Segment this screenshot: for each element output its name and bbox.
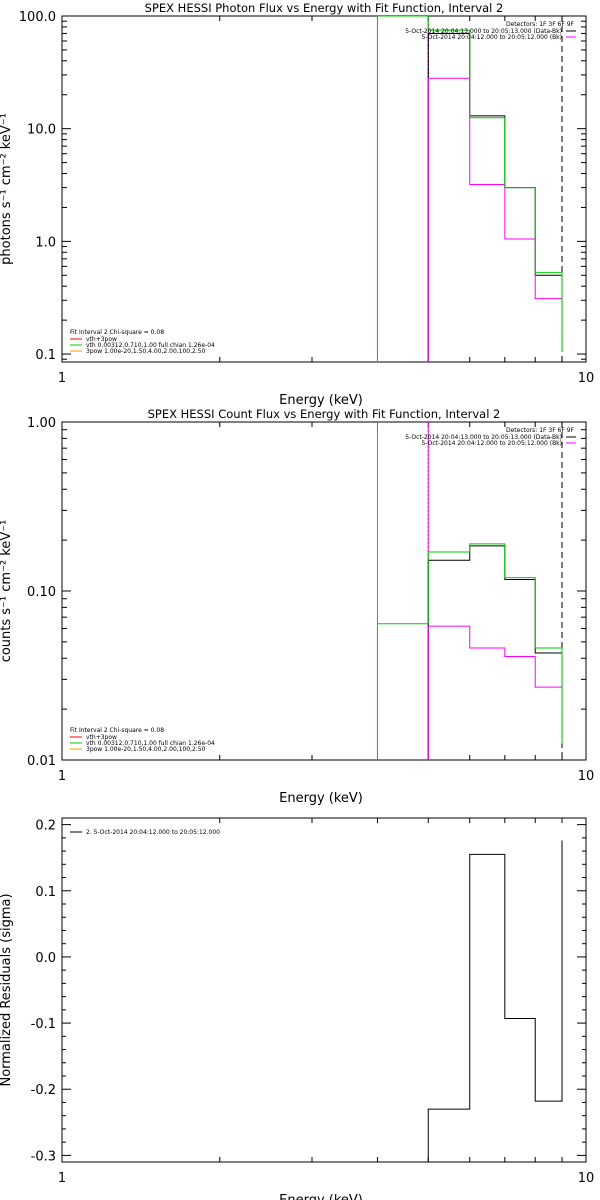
legend-item: 5-Oct-2014 20:04:13.000 to 20:05:13.000 … [405,28,562,35]
series-step-line [427,840,563,1162]
chart-title: SPEX HESSI Photon Flux vs Energy with Fi… [145,1,504,15]
legend-item: vth 0.00312,0.710,1.00 full chian 1.26e-… [86,740,215,747]
legend-item: vth 0.00312,0.710,1.00 full chian 1.26e-… [86,342,215,349]
legend-item: 5-Oct-2014 20:04:12.000 to 20:05:12.000 … [422,440,563,447]
legend-header: Detectors: 1F 3F 6F 9F [506,21,575,28]
y-tick-label: -0.1 [31,1017,56,1032]
x-tick-label: 10 [578,1171,595,1186]
series-step-line [427,77,563,362]
x-axis-label: Energy (keV) [279,791,363,806]
x-tick-label: 1 [58,1171,66,1186]
series-1 [427,840,563,1162]
chart-title: SPEX HESSI Count Flux vs Energy with Fit… [148,407,501,421]
x-tick-label: 10 [578,769,595,784]
legend-item: 3pow 1.00e-20,1.50,4.00,2.00,100,2.50 [86,746,206,753]
x-axis-label: Energy (keV) [279,393,363,408]
legend-item: 5-Oct-2014 20:04:12.000 to 20:05:12.000 … [422,34,563,41]
y-tick-label: 100.0 [19,10,56,25]
series-2 [427,77,563,362]
chart-panel-3: 1 10 -0.3 -0.2 -0.1 0.0 0.1 0.2 Energy (keV) Norm… [0,817,595,1200]
series-3 [376,16,563,362]
legend-item: vth+3pow [86,734,117,741]
y-tick-label: 0.2 [35,819,56,834]
y-tick-label: 0.10 [27,585,56,600]
legend-header: Detectors: 1F 3F 6F 9F [506,427,575,434]
y-axis-label: counts s⁻¹ cm⁻² keV⁻¹ [0,520,14,663]
y-tick-label: 1.00 [27,416,56,431]
series-2 [427,625,563,760]
legend-header: Fit Interval 2 Chi-square = 0.08 [70,329,164,336]
y-tick-label: 0.1 [35,348,56,363]
y-tick-label: 0.0 [35,951,56,966]
legend-item: 5-Oct-2014 20:04:13.000 to 20:05:13.000 … [405,434,562,441]
series-3 [376,543,563,760]
legend-item: vth+3pow [86,336,117,343]
chart-panel-2: SPEX HESSI Count Flux vs Energy with Fit… [0,407,594,806]
y-axis-label: photons s⁻¹ cm⁻² keV⁻¹ [0,113,14,265]
series-step-line [376,543,563,760]
series-step-line [427,625,563,760]
series-1 [427,32,563,362]
legend-header: Fit Interval 2 Chi-square = 0.08 [70,727,164,734]
y-tick-label: 0.1 [35,885,56,900]
legend-item: 3pow 1.00e-20,1.50,4.00,2.00,100,2.50 [86,348,206,355]
x-tick-label: 1 [58,371,66,386]
chart-panel-1: SPEX HESSI Photon Flux vs Energy with Fi… [0,1,594,408]
x-tick-label: 1 [58,769,66,784]
series-step-line [376,16,563,362]
y-tick-label: -0.2 [31,1083,56,1098]
series-step-line [427,32,563,362]
plot-frame [61,817,587,1163]
legend-item: 2. 5-Oct-2014 20:04:12.000 to 20:05:12.0… [86,829,220,836]
plot-frame [61,421,587,761]
y-tick-label: -0.3 [31,1149,56,1164]
x-axis-label: Energy (keV) [279,1193,363,1200]
y-axis-label: Normalized Residuals (sigma) [0,893,14,1086]
y-tick-label: 0.01 [27,754,56,769]
y-tick-label: 10.0 [27,123,56,138]
x-tick-label: 10 [578,371,595,386]
plot-frame [61,15,587,363]
y-tick-label: 1.0 [35,235,56,250]
